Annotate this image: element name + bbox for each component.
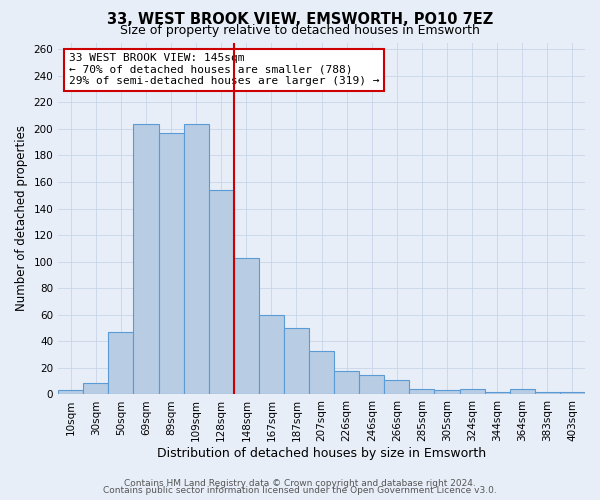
Bar — [58, 390, 83, 394]
Bar — [434, 390, 460, 394]
Bar — [83, 382, 109, 394]
Text: Contains HM Land Registry data © Crown copyright and database right 2024.: Contains HM Land Registry data © Crown c… — [124, 478, 476, 488]
Bar — [284, 328, 309, 394]
Bar — [184, 124, 209, 394]
Y-axis label: Number of detached properties: Number of detached properties — [15, 126, 28, 312]
Bar — [560, 392, 585, 394]
Bar — [460, 389, 485, 394]
Bar — [359, 374, 385, 394]
Bar — [234, 258, 259, 394]
Bar — [259, 315, 284, 394]
Bar — [409, 389, 434, 394]
Bar — [485, 392, 510, 394]
Text: Size of property relative to detached houses in Emsworth: Size of property relative to detached ho… — [120, 24, 480, 37]
Text: 33 WEST BROOK VIEW: 145sqm
← 70% of detached houses are smaller (788)
29% of sem: 33 WEST BROOK VIEW: 145sqm ← 70% of deta… — [69, 53, 379, 86]
Text: Contains public sector information licensed under the Open Government Licence v3: Contains public sector information licen… — [103, 486, 497, 495]
X-axis label: Distribution of detached houses by size in Emsworth: Distribution of detached houses by size … — [157, 447, 486, 460]
Bar — [309, 350, 334, 395]
Text: 33, WEST BROOK VIEW, EMSWORTH, PO10 7EZ: 33, WEST BROOK VIEW, EMSWORTH, PO10 7EZ — [107, 12, 493, 28]
Bar — [109, 332, 133, 394]
Bar — [158, 133, 184, 394]
Bar — [510, 389, 535, 394]
Bar — [209, 190, 234, 394]
Bar — [385, 380, 409, 394]
Bar — [334, 370, 359, 394]
Bar — [535, 392, 560, 394]
Bar — [133, 124, 158, 394]
